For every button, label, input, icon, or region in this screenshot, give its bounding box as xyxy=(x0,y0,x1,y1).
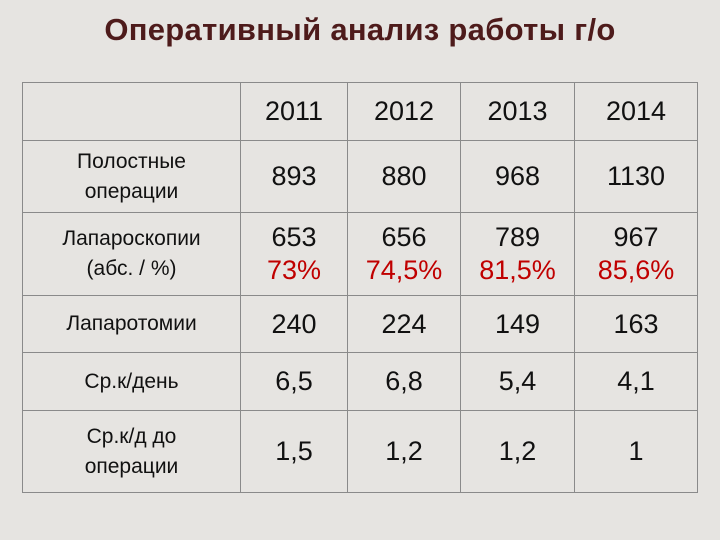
value-cell: 149 xyxy=(460,295,575,353)
value-cell: 6,8 xyxy=(347,352,461,411)
value: 240 xyxy=(271,308,317,339)
value: 967 xyxy=(613,222,659,252)
value: 1,5 xyxy=(275,436,313,466)
value-cell: 789 81,5% xyxy=(460,212,575,296)
row-label-cell: Лапаротомии xyxy=(22,295,241,353)
row-label: Ср.к/д до xyxy=(86,424,177,448)
percent: 85,6% xyxy=(597,255,675,285)
value: 4,1 xyxy=(617,366,655,396)
year: 2011 xyxy=(264,96,324,126)
year: 2013 xyxy=(487,96,548,126)
year-cell: 2014 xyxy=(574,82,698,141)
value-cell: 1,5 xyxy=(240,410,348,493)
value: 6,5 xyxy=(275,366,313,396)
value: 1,2 xyxy=(385,436,423,466)
value-cell: 163 xyxy=(574,295,698,353)
value-cell: 1,2 xyxy=(460,410,575,493)
row-label-cell: Ср.к/день xyxy=(22,352,241,411)
value: 224 xyxy=(381,308,427,339)
value: 1130 xyxy=(606,161,666,191)
row-label: Ср.к/день xyxy=(84,369,179,393)
value: 149 xyxy=(494,308,541,339)
year-cell: 2011 xyxy=(240,82,348,141)
row-label: Лапароскопии xyxy=(62,227,201,250)
value: 880 xyxy=(381,161,427,191)
slide-title: Оперативный анализ работы г/о xyxy=(104,12,616,47)
corner-cell xyxy=(22,82,241,141)
row-label: операции xyxy=(84,454,179,478)
value-cell: 653 73% xyxy=(240,212,348,296)
value: 893 xyxy=(271,161,317,191)
value-cell: 893 xyxy=(240,140,348,213)
data-row: Полостные операции 893 880 968 1130 xyxy=(22,140,698,213)
data-row: Ср.к/д до операции 1,5 1,2 1,2 1 xyxy=(22,410,698,493)
row-label: Полостные xyxy=(77,149,186,173)
value-cell: 5,4 xyxy=(460,352,575,411)
value-cell: 4,1 xyxy=(574,352,698,411)
percent: 74,5% xyxy=(365,255,443,285)
data-row: Ср.к/день 6,5 6,8 5,4 4,1 xyxy=(22,352,698,411)
value-cell: 656 74,5% xyxy=(347,212,461,296)
year-cell: 2012 xyxy=(347,82,461,141)
year: 2012 xyxy=(373,96,435,126)
value: 1 xyxy=(628,436,644,466)
data-row: Лапароскопии (абс. / %) 653 73% 656 74,5% 789 8… xyxy=(22,212,698,296)
value: 1,2 xyxy=(498,436,537,466)
value: 789 xyxy=(494,222,541,252)
value-cell: 1130 xyxy=(574,140,698,213)
row-label-cell: Полостные операции xyxy=(22,140,241,213)
value-cell: 6,5 xyxy=(240,352,348,411)
row-label-cell: Ср.к/д до операции xyxy=(22,410,241,493)
value: 653 xyxy=(271,222,317,252)
value-cell: 1,2 xyxy=(347,410,461,493)
percent: 73% xyxy=(266,255,322,285)
value-cell: 880 xyxy=(347,140,461,213)
data-row: Лапаротомии 240 224 149 163 xyxy=(22,295,698,353)
value-cell: 1 xyxy=(574,410,698,493)
value: 656 xyxy=(381,222,427,252)
year-cell: 2013 xyxy=(460,82,575,141)
value-cell: 240 xyxy=(240,295,348,353)
data-table: 2011 2012 2013 2014 Полостные операции 893 880 9… xyxy=(22,82,698,493)
value: 5,4 xyxy=(498,366,537,396)
value-cell: 967 85,6% xyxy=(574,212,698,296)
header-row: 2011 2012 2013 2014 xyxy=(22,82,698,141)
row-label: операции xyxy=(84,179,179,203)
row-label-cell: Лапароскопии (абс. / %) xyxy=(22,212,241,296)
year: 2014 xyxy=(605,96,667,126)
percent: 81,5% xyxy=(479,255,556,285)
row-label: Лапаротомии xyxy=(66,312,197,335)
value: 968 xyxy=(494,161,541,191)
row-label: (абс. / %) xyxy=(86,257,177,280)
value: 6,8 xyxy=(385,366,423,396)
value: 163 xyxy=(613,308,659,339)
value-cell: 224 xyxy=(347,295,461,353)
value-cell: 968 xyxy=(460,140,575,213)
